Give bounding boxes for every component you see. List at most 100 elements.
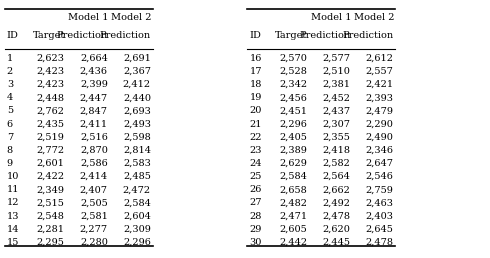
Text: 2,490: 2,490 [366,133,393,142]
Text: 2,814: 2,814 [123,146,151,155]
Text: 2,290: 2,290 [366,119,393,128]
Text: Target: Target [32,31,65,40]
Text: 2: 2 [7,67,13,76]
Text: 10: 10 [7,172,19,181]
Text: 2,445: 2,445 [322,238,350,247]
Text: 29: 29 [249,225,262,234]
Text: 2,436: 2,436 [80,67,108,76]
Text: 19: 19 [249,93,262,102]
Text: 2,546: 2,546 [366,172,393,181]
Text: 2,479: 2,479 [366,106,393,115]
Text: 2,601: 2,601 [37,159,65,168]
Text: 2,451: 2,451 [279,106,307,115]
Text: 2,346: 2,346 [366,146,393,155]
Text: 27: 27 [249,198,262,207]
Text: Model 1: Model 1 [311,13,351,22]
Text: 2,355: 2,355 [322,133,350,142]
Text: Model 2: Model 2 [354,13,394,22]
Text: 2,629: 2,629 [279,159,307,168]
Text: 2,658: 2,658 [279,185,307,194]
Text: 2,393: 2,393 [366,93,393,102]
Text: 2,280: 2,280 [80,238,108,247]
Text: 2,414: 2,414 [80,172,108,181]
Text: 2,519: 2,519 [37,133,65,142]
Text: 2,478: 2,478 [322,212,350,221]
Text: 2,463: 2,463 [366,198,393,207]
Text: 2,582: 2,582 [322,159,350,168]
Text: ID: ID [7,31,19,40]
Text: 2,598: 2,598 [123,133,151,142]
Text: 11: 11 [7,185,20,194]
Text: 2,570: 2,570 [279,54,307,63]
Text: 2,405: 2,405 [279,133,307,142]
Text: 2,584: 2,584 [123,198,151,207]
Text: 2,693: 2,693 [123,106,151,115]
Text: 2,870: 2,870 [80,146,108,155]
Text: 2,277: 2,277 [80,225,108,234]
Text: 2,548: 2,548 [37,212,65,221]
Text: 2,440: 2,440 [123,93,151,102]
Text: 2,492: 2,492 [322,198,350,207]
Text: 5: 5 [7,106,13,115]
Text: 2,515: 2,515 [37,198,65,207]
Text: 2,452: 2,452 [322,93,350,102]
Text: 2,411: 2,411 [80,119,108,128]
Text: 2,586: 2,586 [80,159,108,168]
Text: 24: 24 [249,159,262,168]
Text: 2,664: 2,664 [80,54,108,63]
Text: 1: 1 [7,54,13,63]
Text: 2,584: 2,584 [279,172,307,181]
Text: 28: 28 [249,212,262,221]
Text: 2,295: 2,295 [37,238,65,247]
Text: 2,349: 2,349 [37,185,65,194]
Text: 2,847: 2,847 [80,106,108,115]
Text: Prediction: Prediction [100,31,151,40]
Text: 22: 22 [249,133,262,142]
Text: 25: 25 [249,172,262,181]
Text: 2,309: 2,309 [123,225,151,234]
Text: Model 2: Model 2 [111,13,151,22]
Text: 18: 18 [249,80,262,89]
Text: Prediction: Prediction [57,31,108,40]
Text: 2,493: 2,493 [123,119,151,128]
Text: ID: ID [249,31,261,40]
Text: 2,516: 2,516 [80,133,108,142]
Text: 2,581: 2,581 [80,212,108,221]
Text: Model 1: Model 1 [68,13,108,22]
Text: 2,605: 2,605 [279,225,307,234]
Text: 2,772: 2,772 [37,146,65,155]
Text: 15: 15 [7,238,19,247]
Text: Prediction: Prediction [343,31,393,40]
Text: 2,604: 2,604 [123,212,151,221]
Text: 2,407: 2,407 [80,185,108,194]
Text: 2,762: 2,762 [37,106,65,115]
Text: 2,412: 2,412 [123,80,151,89]
Text: 16: 16 [249,54,262,63]
Text: Target: Target [275,31,307,40]
Text: 6: 6 [7,119,13,128]
Text: 2,612: 2,612 [366,54,393,63]
Text: 2,281: 2,281 [37,225,65,234]
Text: 2,381: 2,381 [322,80,350,89]
Text: 2,435: 2,435 [37,119,65,128]
Text: 2,447: 2,447 [80,93,108,102]
Text: 2,478: 2,478 [366,238,393,247]
Text: 9: 9 [7,159,13,168]
Text: 4: 4 [7,93,13,102]
Text: 2,403: 2,403 [366,212,393,221]
Text: 2,423: 2,423 [37,67,65,76]
Text: 7: 7 [7,133,13,142]
Text: Prediction: Prediction [299,31,350,40]
Text: 2,471: 2,471 [279,212,307,221]
Text: 2,472: 2,472 [123,185,151,194]
Text: 2,437: 2,437 [322,106,350,115]
Text: 2,623: 2,623 [37,54,65,63]
Text: 2,482: 2,482 [279,198,307,207]
Text: 13: 13 [7,212,20,221]
Text: 2,418: 2,418 [322,146,350,155]
Text: 2,367: 2,367 [123,67,151,76]
Text: 20: 20 [249,106,262,115]
Text: 2,442: 2,442 [279,238,307,247]
Text: 2,647: 2,647 [366,159,393,168]
Text: 2,557: 2,557 [366,67,393,76]
